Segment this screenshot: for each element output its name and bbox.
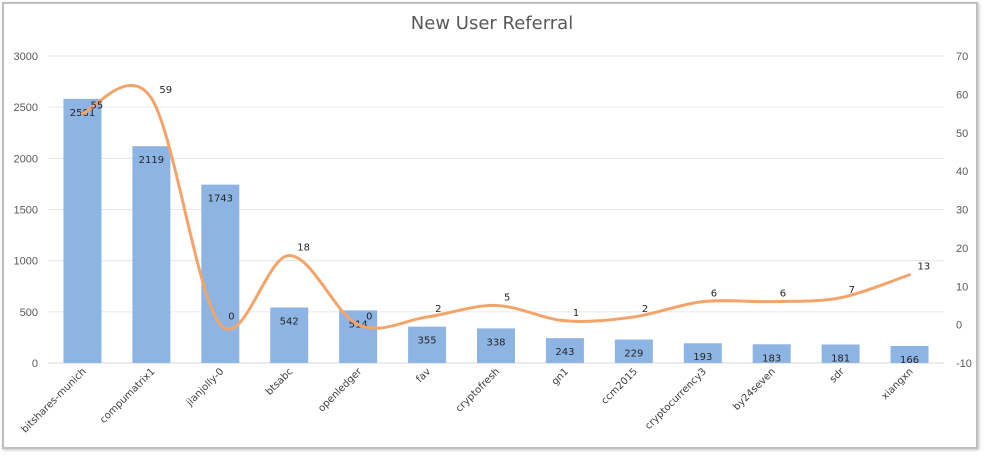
bar-value-label: 193 [693,352,712,363]
line-value-label: 55 [90,101,103,112]
x-category-label: compumatrix1 [98,366,157,425]
line-value-label: 18 [297,243,310,254]
bar [201,184,240,363]
y-right-tick-label: 70 [956,51,968,63]
y-right-tick-label: 40 [956,166,968,178]
bar [752,344,791,363]
x-category-label: cryptofresh [454,366,502,414]
bar [339,310,378,363]
line-value-label: 5 [504,292,510,303]
y-right-tick-label: 50 [956,128,968,140]
line-value-label: 13 [918,262,931,273]
y-right-tick-label: 0 [956,320,962,332]
x-category-label: jianjolly-0 [184,366,227,409]
bar-value-label: 243 [555,347,574,358]
x-category-label: ccm2015 [600,366,640,406]
y-left-tick-label: 0 [32,358,38,370]
y-left-tick-label: 2500 [14,102,38,114]
x-category-label: by24seven [731,366,778,413]
y-left-tick-label: 3000 [14,51,38,63]
x-category-label: bitshares-munich [20,366,89,435]
bar-value-label: 181 [831,353,850,364]
line-value-label: 59 [159,85,172,96]
y-left-tick-label: 1500 [14,205,38,217]
bar [821,344,860,363]
bar [545,338,584,363]
bar [477,328,515,363]
bar [408,326,447,363]
bar-value-label: 542 [280,317,299,328]
x-category-label: gn1 [550,366,571,387]
bar-value-label: 166 [900,355,919,366]
bar-value-label: 229 [624,349,643,360]
x-category-label: btsabc [264,366,295,397]
x-category-label: openledger [316,366,365,415]
bar [683,343,722,363]
bar-value-label: 338 [486,337,505,348]
line-value-label: 7 [849,285,855,296]
y-right-tick-label: 10 [956,281,968,293]
x-category-label: sdr [828,366,847,385]
x-category-label: xiangxn [880,366,916,402]
line-value-label: 1 [573,308,579,319]
y-right-tick-label: 60 [956,89,968,101]
line-value-label: 2 [435,304,441,315]
line-value-label: 6 [711,289,717,300]
line-value-label: 2 [642,304,648,315]
line-value-label: 0 [228,312,234,323]
y-right-tick-label: 30 [956,205,968,217]
chart-title: New User Referral [410,13,574,34]
x-category-label: fav [414,366,433,385]
line-value-label: 6 [780,289,786,300]
bar [132,146,171,363]
y-left-tick-label: 1000 [14,256,38,268]
referral-line [80,83,912,331]
line-value-label: 0 [366,312,372,323]
y-left-tick-label: 2000 [14,153,38,165]
bar-value-label: 2119 [139,155,164,166]
bar-value-label: 355 [418,336,437,347]
bar [63,98,102,363]
y-left-tick-label: 500 [20,307,38,319]
bar [890,346,929,363]
y-right-tick-label: -10 [956,358,972,370]
y-right-tick-label: 20 [956,243,968,255]
bar [270,307,309,363]
x-category-label: cryptocurrency3 [643,366,709,432]
bar-value-label: 183 [762,353,781,364]
bar [614,339,653,363]
bar-value-label: 1743 [208,194,233,205]
